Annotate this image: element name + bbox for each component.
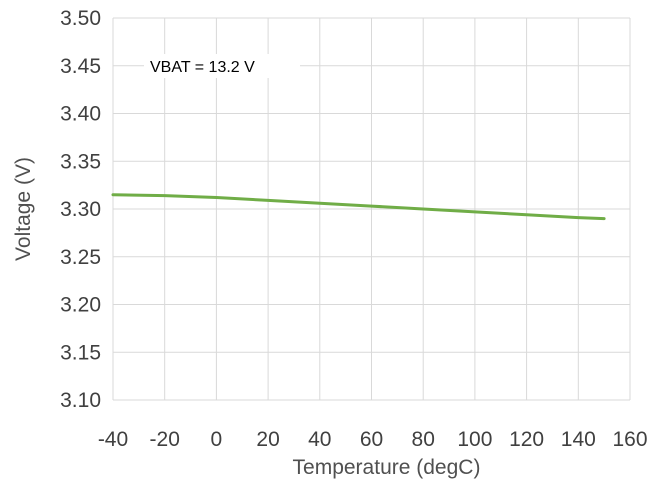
annotation-background bbox=[144, 54, 300, 78]
x-tick-label: 0 bbox=[211, 428, 223, 451]
y-tick-label: 3.35 bbox=[60, 150, 101, 173]
series-line bbox=[111, 193, 606, 221]
x-tick-label: 20 bbox=[256, 428, 279, 451]
series-group bbox=[111, 193, 606, 221]
x-tick-label: 120 bbox=[509, 428, 544, 451]
y-tick-label: 3.30 bbox=[60, 198, 101, 221]
y-tick-label: 3.20 bbox=[60, 294, 101, 317]
y-tick-label: 3.15 bbox=[60, 341, 101, 364]
x-tick-label: 140 bbox=[561, 428, 596, 451]
x-tick-label: 80 bbox=[412, 428, 435, 451]
y-tick-label: 3.10 bbox=[60, 389, 101, 412]
x-tick-label: 60 bbox=[360, 428, 383, 451]
annotation-group: VBAT = 13.2 V bbox=[144, 54, 300, 78]
y-tick-label: 3.50 bbox=[60, 7, 101, 30]
y-axis-label: Voltage (V) bbox=[12, 157, 35, 261]
x-tick-label: -20 bbox=[150, 428, 180, 451]
annotation-vbat: VBAT = 13.2 V bbox=[150, 59, 255, 76]
x-axis-ticks: -40 -20 0 20 40 60 80 100 120 140 160 bbox=[98, 428, 648, 451]
x-tick-label: 160 bbox=[612, 428, 647, 451]
y-tick-label: 3.45 bbox=[60, 55, 101, 78]
y-axis-ticks: 3.10 3.15 3.20 3.25 3.30 3.35 3.40 3.45 3.50 bbox=[60, 7, 101, 412]
x-axis-label: Temperature (degC) bbox=[293, 456, 481, 479]
x-tick-label: 40 bbox=[308, 428, 331, 451]
x-tick-label: -40 bbox=[98, 428, 128, 451]
x-tick-label: 100 bbox=[457, 428, 492, 451]
y-tick-label: 3.40 bbox=[60, 103, 101, 126]
y-tick-label: 3.25 bbox=[60, 246, 101, 269]
